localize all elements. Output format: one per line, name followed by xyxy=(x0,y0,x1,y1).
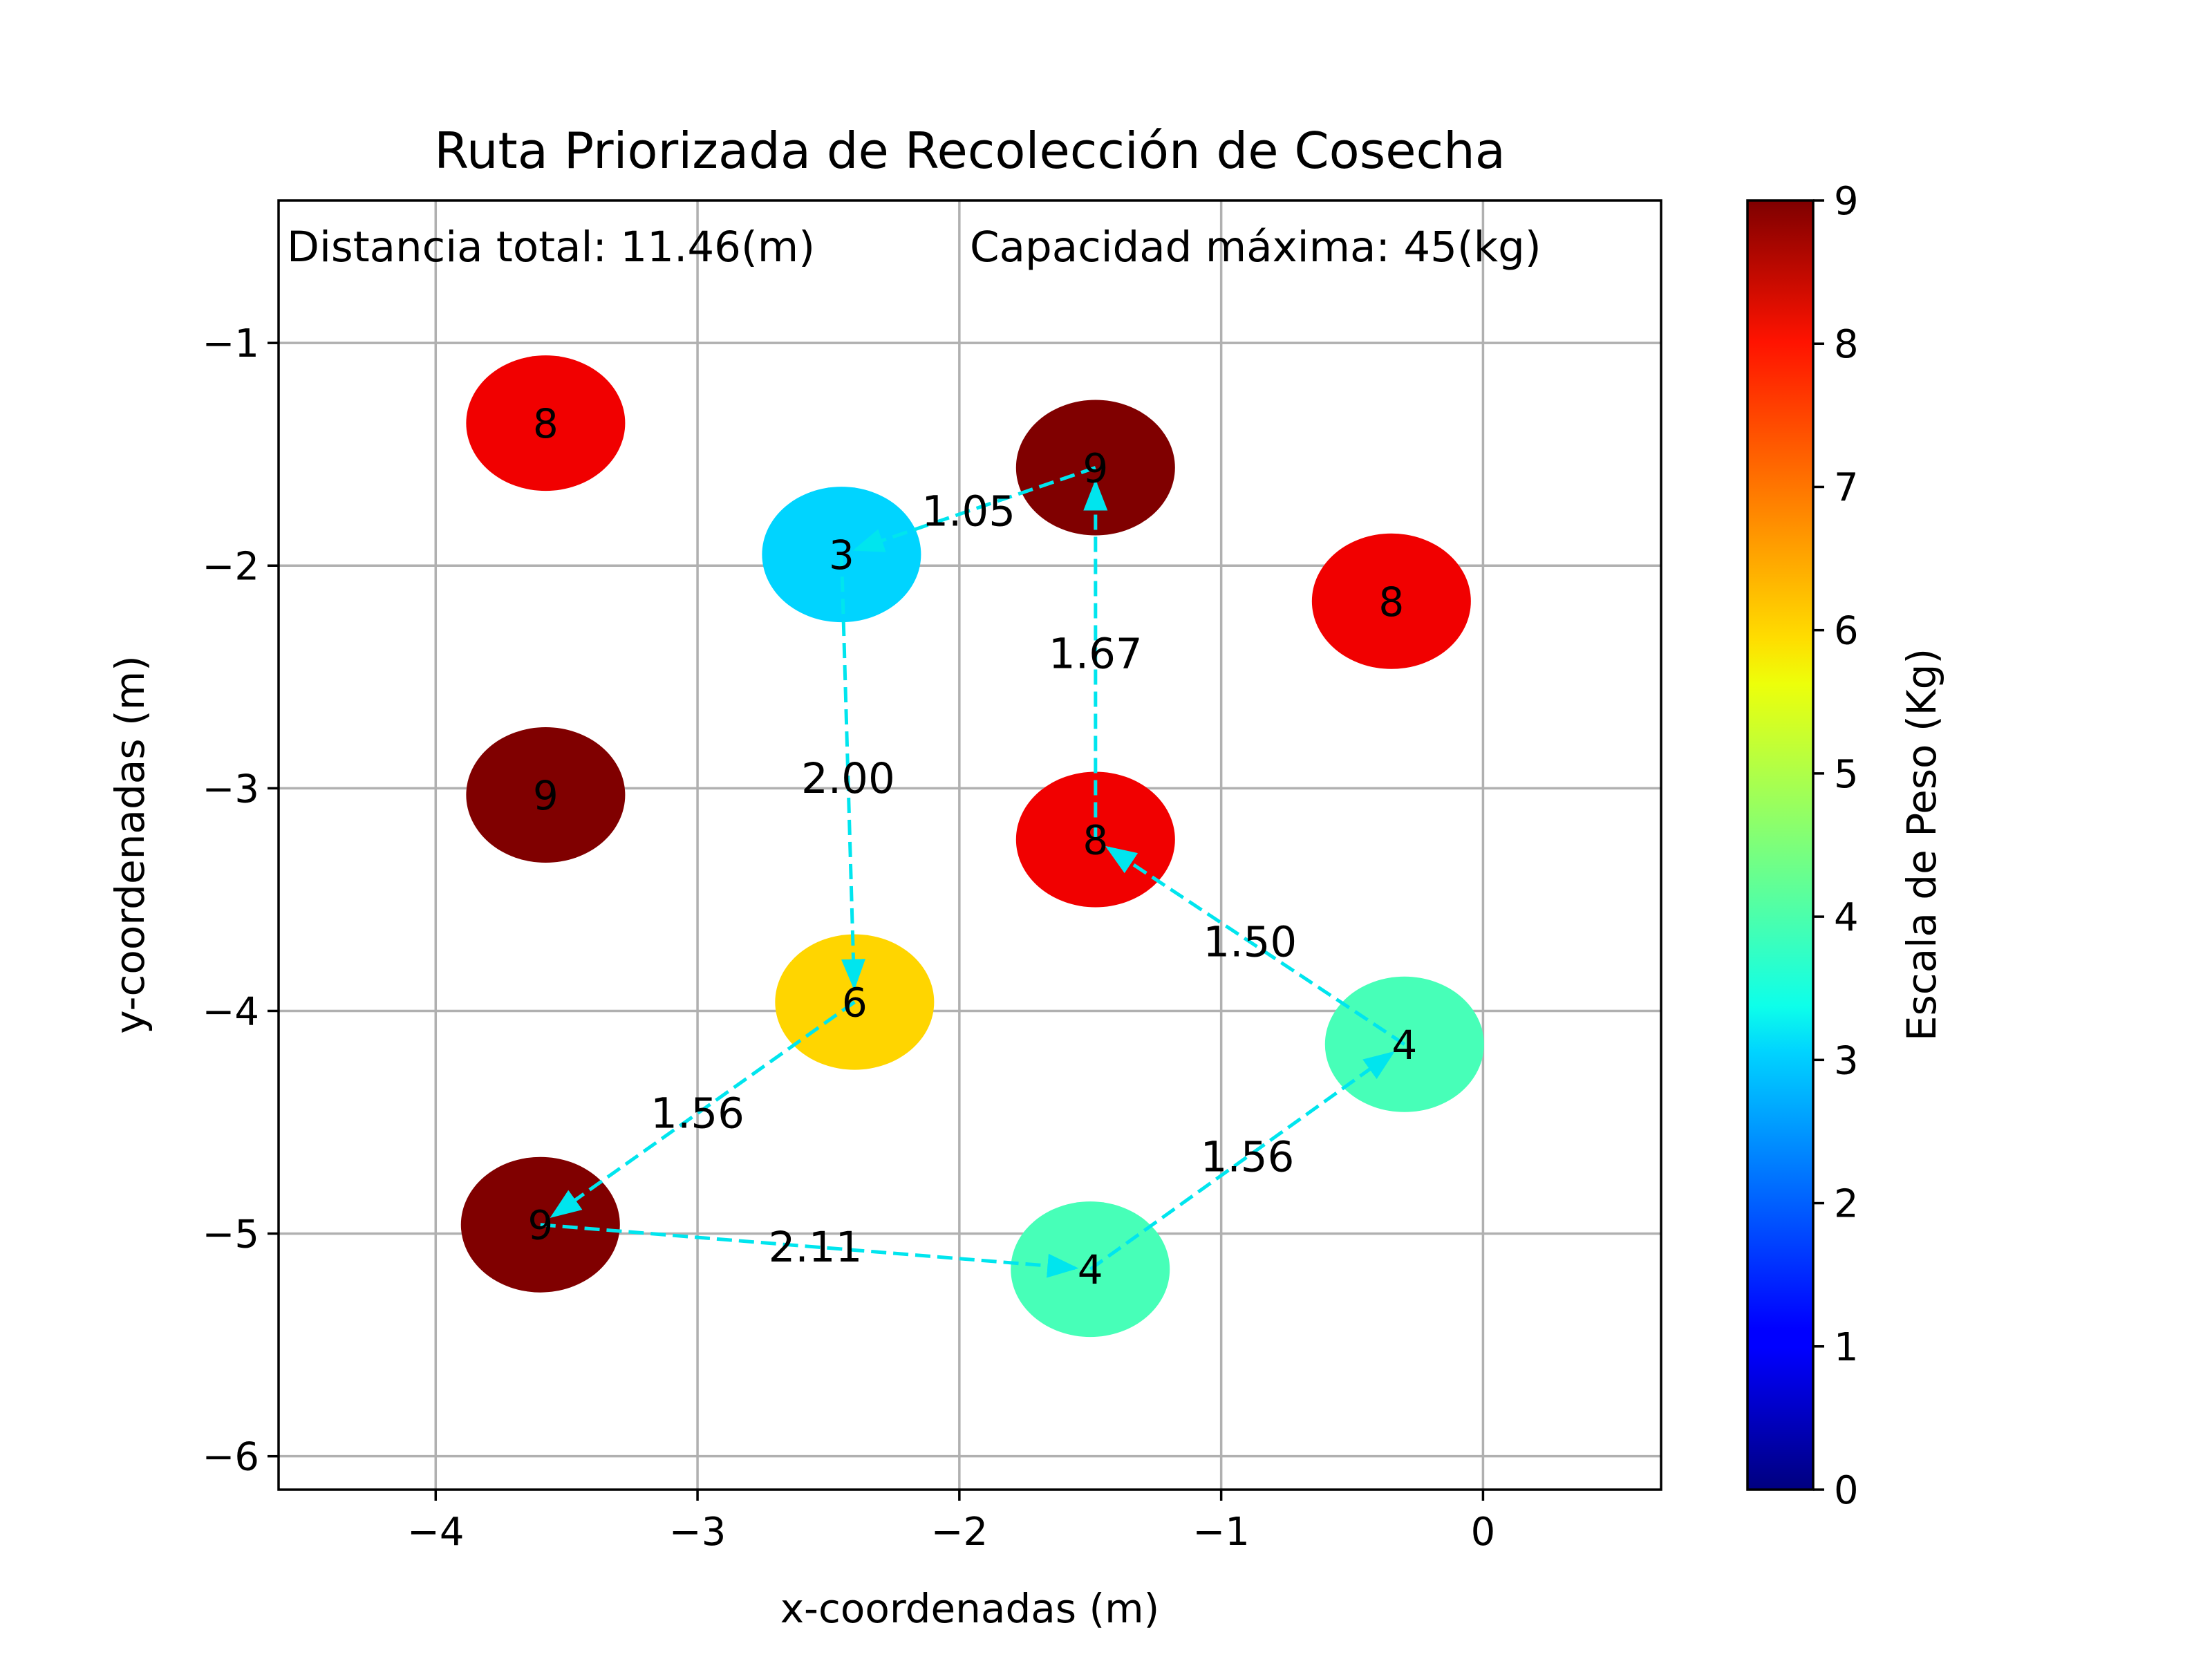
x-tick-label: −3 xyxy=(669,1510,727,1555)
y-tick-label: −1 xyxy=(202,321,259,366)
colorbar-gradient xyxy=(1746,199,1815,1491)
colorbar-tick-label: 1 xyxy=(1834,1325,1859,1370)
weight-label: 9 xyxy=(533,772,559,819)
weight-point xyxy=(466,355,626,491)
route-distance-label: 1.50 xyxy=(1203,918,1297,967)
grid xyxy=(279,200,1661,1490)
plot-frame xyxy=(277,199,1662,1491)
weight-label: 8 xyxy=(533,400,559,447)
weight-label: 8 xyxy=(1378,579,1404,626)
route-distance-label: 1.56 xyxy=(650,1089,744,1138)
max-capacity-note: Capacidad máxima: 45(kg) xyxy=(970,223,1541,272)
route-distance-label: 1.05 xyxy=(921,487,1015,536)
colorbar-tick-label: 4 xyxy=(1834,895,1859,940)
route-edges xyxy=(540,466,1406,1278)
x-axis-ticks: −4 −3 −2 −1 0 xyxy=(407,1490,1495,1555)
weight-label: 9 xyxy=(527,1202,553,1249)
weight-point xyxy=(1311,533,1471,669)
y-tick-label: −4 xyxy=(202,989,259,1034)
plot-area: 8 9 3 8 9 8 6 4 9 4 1.50 1.67 1.05 2.00 1.56 2.11 1.56 xyxy=(277,199,1662,1491)
y-tick-label: −2 xyxy=(202,544,259,589)
y-tick-label: −5 xyxy=(202,1212,259,1257)
colorbar-tick-label: 3 xyxy=(1834,1038,1859,1083)
route-distance-label: 1.56 xyxy=(1201,1132,1295,1181)
route-distance-label: 2.11 xyxy=(769,1223,863,1272)
y-tick-label: −3 xyxy=(202,767,259,812)
route-arrow xyxy=(550,1000,856,1218)
weight-labels: 8 9 3 8 9 8 6 4 9 4 xyxy=(527,400,1417,1293)
x-tick-label: 0 xyxy=(1471,1510,1496,1555)
route-arrow xyxy=(1089,1051,1395,1271)
weight-label: 9 xyxy=(1082,445,1108,492)
route-distance-label: 1.67 xyxy=(1049,629,1143,678)
colorbar-tick-label: 8 xyxy=(1834,322,1859,367)
colorbar-tick-label: 0 xyxy=(1834,1468,1859,1513)
weight-point xyxy=(466,727,626,863)
x-tick-label: −4 xyxy=(407,1510,465,1555)
x-axis-label: x-coordenadas (m) xyxy=(780,1585,1160,1632)
y-axis-ticks: −1 −2 −3 −4 −5 −6 xyxy=(202,321,279,1480)
route-arrow xyxy=(540,1223,1079,1278)
colorbar-tick-label: 5 xyxy=(1834,752,1859,797)
weight-label: 3 xyxy=(829,532,854,579)
weight-label: 4 xyxy=(1391,1022,1417,1069)
x-tick-label: −1 xyxy=(1192,1510,1250,1555)
y-tick-label: −6 xyxy=(202,1435,259,1480)
total-distance-note: Distancia total: 11.46(m) xyxy=(287,223,815,272)
y-axis-label: y-coordenadas (m) xyxy=(106,655,153,1034)
route-arrow xyxy=(839,554,866,991)
edge-labels: 1.50 1.67 1.05 2.00 1.56 2.11 1.56 xyxy=(650,487,1297,1272)
weight-label: 4 xyxy=(1078,1246,1103,1293)
colorbar: 0 1 2 3 4 5 6 7 8 9 Escala de Peso (Kg) xyxy=(1746,179,1945,1513)
colorbar-tick-label: 7 xyxy=(1834,465,1859,510)
colorbar-ticks: 0 1 2 3 4 5 6 7 8 9 xyxy=(1813,179,1859,1513)
route-distance-label: 2.00 xyxy=(801,754,895,803)
weight-label: 8 xyxy=(1082,816,1108,863)
x-tick-label: −2 xyxy=(931,1510,988,1555)
route-arrow xyxy=(1105,845,1406,1046)
colorbar-tick-label: 6 xyxy=(1834,609,1859,654)
chart-title: Ruta Priorizada de Recolección de Cosech… xyxy=(434,122,1506,180)
colorbar-tick-label: 9 xyxy=(1834,179,1859,224)
weight-label: 6 xyxy=(842,980,868,1027)
colorbar-label: Escala de Peso (Kg) xyxy=(1898,648,1945,1041)
route-arrow xyxy=(852,466,1096,552)
colorbar-tick-label: 2 xyxy=(1834,1182,1859,1227)
